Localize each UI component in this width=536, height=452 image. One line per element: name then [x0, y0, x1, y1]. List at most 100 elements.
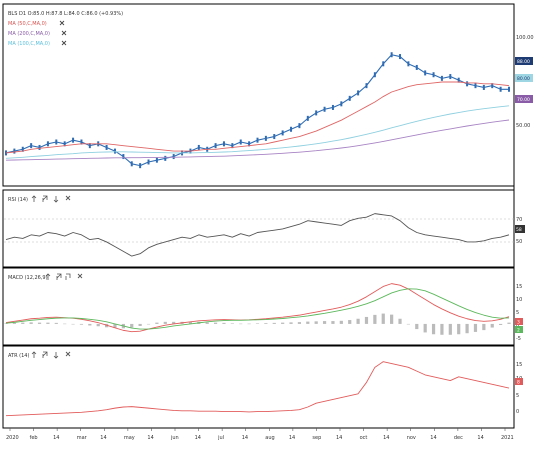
price-point: [147, 159, 150, 165]
macd-histogram-bar: [264, 323, 268, 324]
macd-histogram-bar: [205, 322, 209, 324]
macd-histogram-bar: [440, 323, 444, 335]
macd-histogram-bar: [46, 322, 50, 324]
price-point: [382, 61, 385, 67]
atr-series-line: [5, 361, 510, 417]
macd-histogram-bar: [113, 323, 117, 328]
macd-histogram-bar: [239, 323, 243, 325]
price-header-symbol: BLS D1 O:85.0 H:87.8 L:84.0 C:86.0 (+0.9…: [8, 11, 123, 17]
macd-series-line: [5, 283, 510, 333]
price-point: [214, 143, 217, 149]
atr-ytick-label: 15: [516, 362, 522, 368]
macd-histogram: [4, 313, 511, 335]
price-point: [139, 163, 142, 169]
price-point: [373, 72, 376, 78]
ma200-badge-text: 70.00: [517, 97, 530, 103]
atr-header-label: ATR (14): [8, 353, 29, 359]
price-point: [55, 139, 58, 145]
macd-histogram-bar: [138, 323, 142, 326]
rsi-maximize-icon[interactable]: [42, 195, 48, 202]
atr-maximize-icon[interactable]: [42, 351, 48, 358]
x-tick-label: nov: [407, 435, 416, 441]
price-point: [80, 139, 83, 145]
price-point: [449, 74, 452, 80]
rsi-header-label: RSI (14): [8, 197, 28, 203]
ma50-remove-icon[interactable]: [59, 20, 65, 26]
price-point: [365, 83, 368, 89]
price-point: [88, 143, 91, 149]
price-point: [298, 123, 301, 129]
rsi-ytick-label: 70: [516, 217, 522, 223]
price-point: [348, 95, 351, 101]
macd-histogram-bar: [213, 322, 218, 324]
macd-histogram-bar: [431, 323, 436, 335]
price-point: [331, 104, 334, 110]
macd-ytick-label: 15: [516, 284, 522, 290]
price-point: [390, 52, 393, 58]
price-point: [482, 84, 485, 90]
rsi-move-up-icon[interactable]: [31, 195, 37, 202]
macd-histogram-bar: [381, 313, 385, 324]
x-tick-label: 14: [195, 435, 201, 441]
price-point: [13, 148, 16, 154]
price-point: [239, 139, 242, 145]
atr-remove-icon[interactable]: [65, 351, 71, 357]
price-point: [197, 144, 200, 150]
x-tick-label: jul: [217, 435, 224, 441]
price-point: [499, 86, 502, 92]
macd-histogram-bar: [423, 323, 427, 333]
macd-histogram-bar: [499, 323, 503, 325]
macd-histogram-bar: [482, 323, 486, 331]
atr-value-badge-text: 8: [517, 380, 520, 386]
price-point: [21, 146, 24, 152]
price-point: [457, 77, 460, 83]
atr-move-up-icon[interactable]: [31, 351, 37, 358]
rsi-series-line: [5, 213, 510, 257]
macd-remove-icon[interactable]: [77, 273, 83, 279]
macd-histogram-bar: [146, 323, 151, 325]
atr-panel-frame: [2, 345, 515, 429]
ma100-remove-icon[interactable]: [61, 40, 67, 46]
macd-histogram-bar: [281, 322, 285, 324]
x-axis: 2020 feb 14 mar 14 may 14 jun 14 jul 14 aug 14 sep 14 o…: [6, 428, 514, 441]
price-point: [222, 141, 225, 147]
macd-histogram-bar: [163, 321, 167, 324]
macd-maximize-icon[interactable]: [56, 273, 62, 280]
macd-histogram-bar: [21, 322, 25, 324]
macd-value-badge: [515, 318, 523, 325]
macd-histogram-bar: [37, 322, 42, 324]
ma50-series-line: [5, 81, 510, 154]
macd-value-badge-text: 3: [517, 320, 520, 326]
macd-histogram-bar: [230, 323, 234, 324]
macd-histogram-bar: [390, 314, 394, 324]
rsi-remove-icon[interactable]: [65, 195, 71, 201]
rsi-value-badge: [515, 225, 525, 233]
macd-move-up-icon[interactable]: [45, 273, 51, 280]
ma100-badge-text: 80.00: [517, 76, 530, 82]
macd-histogram-bar: [364, 316, 369, 324]
ma200-remove-icon[interactable]: [61, 30, 67, 36]
macd-restore-icon[interactable]: [65, 273, 71, 280]
macd-histogram-bar: [172, 321, 176, 324]
price-point: [46, 141, 49, 147]
atr-move-down-icon[interactable]: [53, 352, 59, 359]
price-markers: [5, 52, 510, 169]
macd-histogram-bar: [130, 323, 134, 328]
price-point: [340, 101, 343, 107]
price-point: [122, 154, 125, 160]
macd-histogram-bar: [356, 318, 360, 324]
price-ytick-label: 100.00: [516, 35, 534, 41]
last-price-badge-text: 88.00: [517, 59, 530, 65]
macd-histogram-bar: [507, 322, 511, 324]
macd-histogram-bar: [79, 323, 84, 325]
x-tick-label: may: [124, 435, 135, 441]
price-point: [248, 141, 251, 147]
macd-histogram-bar: [465, 323, 469, 334]
price-point: [432, 72, 435, 78]
x-tick-label: jun: [170, 435, 179, 441]
price-point: [256, 137, 259, 143]
price-point: [172, 154, 175, 160]
macd-histogram-bar: [63, 323, 67, 325]
rsi-move-down-icon[interactable]: [53, 196, 59, 203]
